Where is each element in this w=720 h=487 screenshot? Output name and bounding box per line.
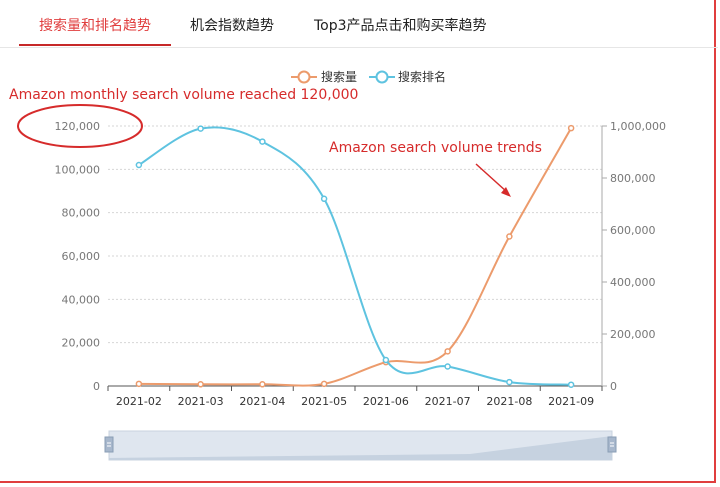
y-right-tick-label: 800,000	[610, 172, 656, 185]
y-right-tick-label: 400,000	[610, 276, 656, 289]
legend-label-search-rank: 搜索排名	[398, 69, 446, 84]
series-search-rank-point	[506, 378, 513, 386]
tab-search-volume-rank-trend[interactable]: 搜索量和排名趋势	[39, 18, 151, 34]
series-search-volume-line	[138, 127, 572, 387]
series-search-rank-point	[259, 138, 266, 145]
y-right-tick-label: 0	[610, 380, 617, 393]
series-search-volume-point	[567, 124, 575, 132]
y-left-tick-label: 0	[93, 380, 100, 393]
series-search-rank-point	[320, 195, 328, 203]
active-tab-indicator	[19, 44, 171, 46]
x-tick-label: 2021-04	[239, 395, 285, 408]
x-tick-label: 2021-02	[116, 395, 162, 408]
tab-top3-click-purchase-trend[interactable]: Top3产品点击和购买率趋势	[314, 18, 487, 34]
y-left-tick-label: 20,000	[62, 337, 101, 350]
legend-label-search-volume: 搜索量	[321, 69, 357, 84]
annotation-volume-trends: Amazon search volume trends	[329, 140, 542, 156]
series-layer	[135, 124, 575, 388]
series-search-volume-point	[197, 381, 204, 388]
x-tick-label: 2021-03	[178, 395, 224, 408]
y-left-tick-label: 120,000	[55, 120, 101, 133]
y-right-tick-label: 200,000	[610, 328, 656, 341]
series-search-volume-point	[444, 348, 451, 355]
y-left-tick-label: 80,000	[62, 207, 101, 220]
data-zoom-slider[interactable]	[104, 430, 617, 461]
series-search-volume-point	[135, 380, 143, 388]
grid-lines	[108, 125, 602, 344]
x-tick-label: 2021-07	[425, 395, 471, 408]
legend-item-search-volume[interactable]: 搜索量	[291, 69, 357, 84]
annotation-circle	[17, 104, 143, 148]
legend: 搜索量 搜索排名	[291, 69, 446, 84]
series-search-rank-line	[138, 126, 572, 386]
axes: 0 20,000 40,000 60,000 80,000 100,000 120,000 0…	[55, 120, 666, 408]
series-search-rank-point	[197, 125, 204, 132]
annotation-monthly-volume: Amazon monthly search volume reached 120…	[9, 87, 358, 103]
y-left-tick-label: 60,000	[62, 250, 101, 263]
legend-marker-search-rank	[375, 70, 389, 84]
series-search-volume-point	[259, 381, 266, 388]
y-left-tick-label: 100,000	[55, 163, 101, 176]
y-right-tick-label: 1,000,000	[610, 120, 666, 133]
tab-bar: 搜索量和排名趋势 机会指数趋势 Top3产品点击和购买率趋势	[0, 0, 718, 48]
y-left-tick-label: 40,000	[62, 293, 101, 306]
legend-marker-search-volume	[297, 70, 311, 84]
slider-handle-right[interactable]	[607, 436, 617, 453]
tab-opportunity-index-trend[interactable]: 机会指数趋势	[190, 18, 274, 34]
x-tick-label: 2021-09	[548, 395, 594, 408]
series-search-rank-point	[382, 356, 390, 364]
slider-preview-area	[109, 436, 612, 460]
x-tick-label: 2021-08	[486, 395, 532, 408]
x-tick-label: 2021-06	[363, 395, 409, 408]
annotation-arrow-head	[501, 187, 511, 197]
series-search-volume-point	[506, 233, 513, 240]
x-tick-label: 2021-05	[301, 395, 347, 408]
series-search-volume-point	[320, 380, 328, 388]
legend-item-search-rank[interactable]: 搜索排名	[369, 69, 446, 84]
series-search-rank-point	[567, 381, 575, 388]
slider-handle-left[interactable]	[104, 436, 114, 453]
annotation-arrow	[475, 163, 508, 193]
series-search-rank-point	[135, 161, 143, 169]
series-search-rank-point	[444, 363, 451, 370]
y-right-tick-label: 600,000	[610, 224, 656, 237]
